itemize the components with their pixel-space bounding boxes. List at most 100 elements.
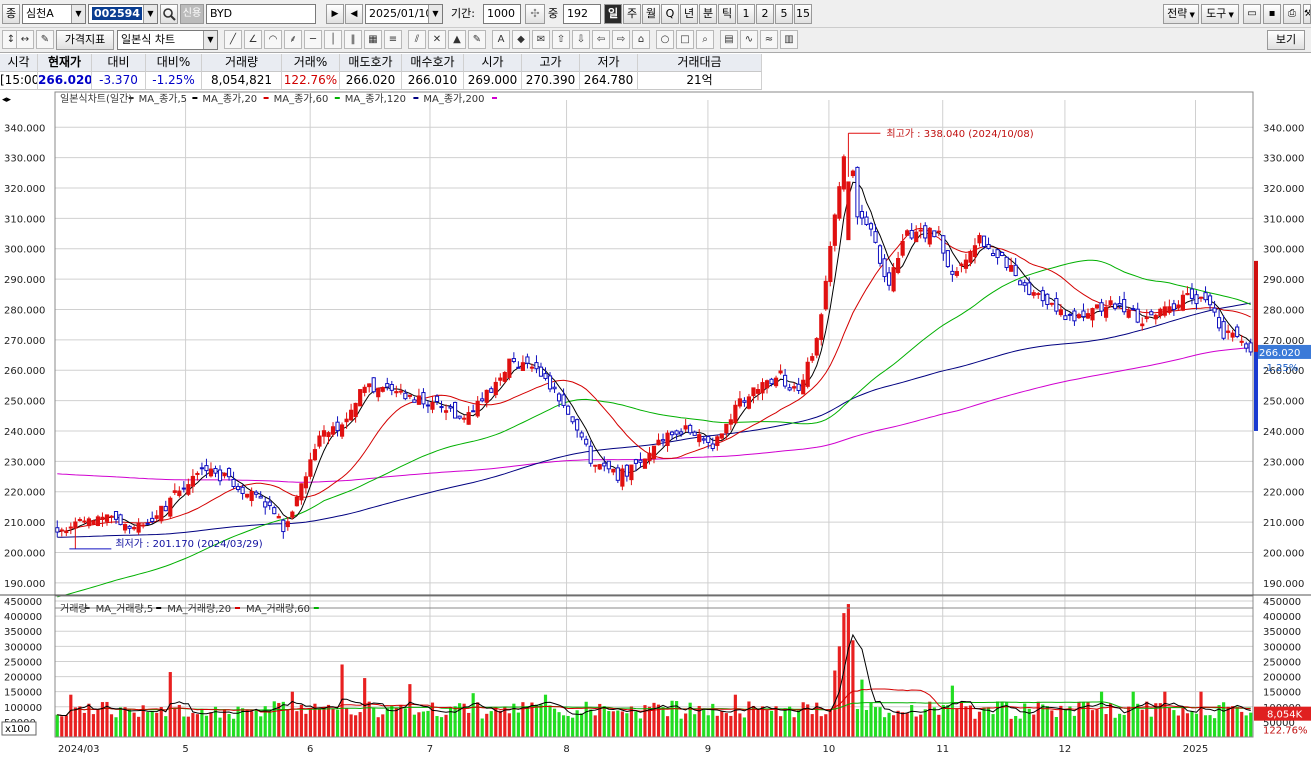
arc-tool-icon[interactable]: ◠ bbox=[264, 30, 282, 49]
price-legend-0: 일본식차트(일간) bbox=[60, 93, 132, 105]
zoom-tool-icon[interactable]: ⌕ bbox=[696, 30, 714, 49]
period-tab-3[interactable]: Q bbox=[661, 4, 679, 24]
candle-body bbox=[462, 417, 467, 420]
settings-wrench-icon[interactable]: ⚒ bbox=[1303, 4, 1311, 24]
tools-button[interactable]: 도구 ▼ bbox=[1201, 4, 1239, 24]
volume-bar bbox=[272, 701, 276, 737]
tag-tool-icon[interactable]: ⌂ bbox=[632, 30, 650, 49]
volume-bar bbox=[842, 613, 846, 737]
period-tab-9[interactable]: 5 bbox=[775, 4, 793, 24]
arrow-left-tool-icon[interactable]: ⇦ bbox=[592, 30, 610, 49]
volume-bar bbox=[132, 712, 136, 737]
ray-tool-icon[interactable]: ∠ bbox=[244, 30, 262, 49]
period-tab-0[interactable]: 일 bbox=[604, 4, 622, 24]
volume-bar bbox=[1099, 691, 1104, 737]
volume-bar bbox=[1163, 691, 1167, 737]
open-folder-icon[interactable]: ▭ bbox=[1243, 4, 1261, 24]
circle-tool-icon[interactable]: ○ bbox=[656, 30, 674, 49]
channel-tool-icon[interactable]: ‖ bbox=[344, 30, 362, 49]
view-button[interactable]: 보기 bbox=[1267, 30, 1305, 50]
period-tab-7[interactable]: 1 bbox=[737, 4, 755, 24]
price-index-button[interactable]: 가격지표 bbox=[56, 30, 114, 50]
candle-body bbox=[597, 464, 602, 470]
chevron-down-icon[interactable]: ▼ bbox=[203, 31, 217, 49]
volume-bar bbox=[756, 709, 760, 737]
zoom-spin-icon[interactable]: ✣ bbox=[525, 4, 545, 24]
candle-body bbox=[226, 468, 232, 478]
edit-icon[interactable]: ✎ bbox=[36, 30, 54, 49]
print-icon[interactable]: ⎙ bbox=[1283, 4, 1301, 24]
fibo-fan-tool-icon[interactable]: ⫽ bbox=[408, 30, 426, 49]
arrow-up-tool-icon[interactable]: ⇧ bbox=[552, 30, 570, 49]
candle-body bbox=[186, 484, 191, 495]
arrow-down-tool-icon[interactable]: ⇩ bbox=[572, 30, 590, 49]
cross-tool-icon[interactable]: ✕ bbox=[428, 30, 446, 49]
grid-tool-icon[interactable]: ▦ bbox=[364, 30, 382, 49]
period-tab-1[interactable]: 주 bbox=[623, 4, 641, 24]
period-tab-5[interactable]: 분 bbox=[699, 4, 717, 24]
chart-type-select[interactable]: 일본식 차트 ▼ bbox=[117, 30, 218, 50]
period-input[interactable]: 1000 bbox=[483, 4, 521, 24]
date-input[interactable]: 2025/01/10 ▼ bbox=[365, 4, 443, 24]
fan-tool-icon[interactable]: ⸙ bbox=[284, 30, 302, 49]
volume-bar bbox=[1063, 708, 1067, 737]
stock-name-field[interactable]: BYD bbox=[206, 4, 316, 24]
fibo-tool-icon[interactable]: ≡ bbox=[384, 30, 402, 49]
calendar-dropdown-icon[interactable]: ▼ bbox=[428, 5, 442, 23]
period-tab-8[interactable]: 2 bbox=[756, 4, 774, 24]
strategy-button[interactable]: 전략 ▼ bbox=[1163, 4, 1199, 24]
chevron-down-icon[interactable]: ▼ bbox=[71, 5, 85, 23]
next-stock-button[interactable]: ▶ bbox=[326, 4, 344, 24]
volume-bar bbox=[263, 706, 267, 737]
volume-bar bbox=[191, 712, 195, 737]
chevron-down-icon[interactable]: ▼ bbox=[143, 5, 157, 23]
marker-tool-icon[interactable]: ◆ bbox=[512, 30, 530, 49]
stock-code-input[interactable]: 002594 ▼ bbox=[88, 4, 158, 24]
hline-tool-icon[interactable]: ─ bbox=[304, 30, 322, 49]
note-tool-icon[interactable]: ✉ bbox=[532, 30, 550, 49]
line-tool-icon[interactable]: ╱ bbox=[224, 30, 242, 49]
wave-tool-icon[interactable]: ∿ bbox=[740, 30, 758, 49]
rect-tool-icon[interactable]: □ bbox=[676, 30, 694, 49]
pencil-tool-icon[interactable]: ✎ bbox=[468, 30, 486, 49]
vline-tool-icon[interactable]: │ bbox=[324, 30, 342, 49]
select-tool-icon[interactable]: ▤ bbox=[720, 30, 738, 49]
volume-bar bbox=[1181, 706, 1185, 737]
period-tab-10[interactable]: 15 bbox=[794, 4, 812, 24]
zoom-input[interactable]: 192 bbox=[563, 4, 601, 24]
wave2-tool-icon[interactable]: ≈ bbox=[760, 30, 778, 49]
volume-bar bbox=[299, 704, 303, 737]
volume-bar bbox=[137, 716, 141, 737]
gann-tool-icon[interactable]: ▲ bbox=[448, 30, 466, 49]
text-tool-icon[interactable]: A bbox=[492, 30, 510, 49]
candle-body bbox=[918, 229, 923, 232]
period-tab-6[interactable]: 틱 bbox=[718, 4, 736, 24]
candle-body bbox=[453, 401, 458, 419]
quote-value-9: 270.390 bbox=[522, 72, 580, 90]
volume-legend-1: MA_거래량,5 bbox=[96, 603, 154, 615]
candle-body bbox=[710, 443, 715, 450]
period-tab-4[interactable]: 년 bbox=[680, 4, 698, 24]
mode-button[interactable]: 종 bbox=[2, 4, 20, 24]
candle-body bbox=[489, 388, 494, 393]
chart-area[interactable]: 340.000 340.000 330.000 330.000 320.000 320.0… bbox=[0, 90, 1311, 755]
high-annotation: 최고가 : 338.040 (2024/10/08) bbox=[886, 128, 1033, 140]
unit-label: x100 bbox=[5, 724, 30, 735]
scroll-horizontal-icon[interactable]: ↔ bbox=[16, 30, 34, 49]
table-tool-icon[interactable]: ▥ bbox=[780, 30, 798, 49]
candle-body bbox=[963, 259, 969, 269]
save-icon[interactable]: ▪ bbox=[1263, 4, 1281, 24]
credit-badge[interactable]: 신용 bbox=[180, 4, 204, 24]
volume-tick-left: 100000 bbox=[4, 703, 42, 714]
period-tab-2[interactable]: 월 bbox=[642, 4, 660, 24]
market-select[interactable]: 심천A ▼ bbox=[22, 4, 86, 24]
volume-panel-frame bbox=[54, 595, 1254, 738]
arrow-right-tool-icon[interactable]: ⇨ bbox=[612, 30, 630, 49]
prev-stock-button[interactable]: ◀ bbox=[345, 4, 363, 24]
candle-body bbox=[1153, 314, 1158, 320]
search-icon[interactable] bbox=[160, 4, 178, 24]
volume-bar bbox=[652, 702, 656, 737]
chart-svg[interactable]: 340.000 340.000 330.000 330.000 320.000 320.0… bbox=[0, 90, 1311, 755]
volume-ma5-line bbox=[57, 633, 1251, 716]
price-moving-averages bbox=[57, 181, 1252, 598]
